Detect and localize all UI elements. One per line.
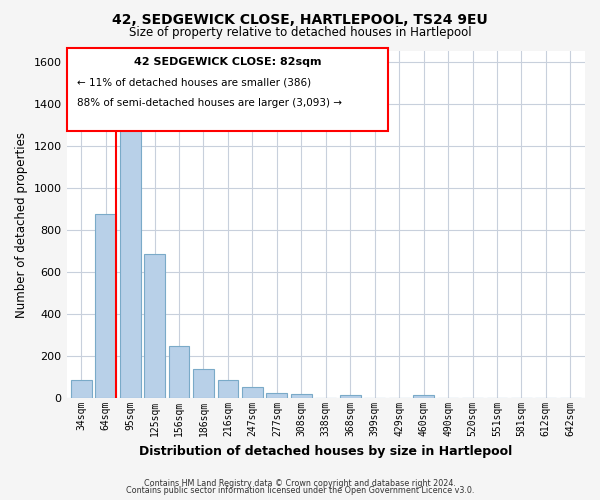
Bar (340, 395, 361, 398)
Y-axis label: Number of detached properties: Number of detached properties (15, 132, 28, 318)
Text: Size of property relative to detached houses in Hartlepool: Size of property relative to detached ho… (128, 26, 472, 39)
Bar (95, 214, 116, 398)
Text: 42 SEDGEWICK CLOSE: 82sqm: 42 SEDGEWICK CLOSE: 82sqm (134, 56, 321, 66)
Bar (71, 380, 92, 398)
Bar (169, 346, 190, 398)
Text: 42, SEDGEWICK CLOSE, HARTLEPOOL, TS24 9EU: 42, SEDGEWICK CLOSE, HARTLEPOOL, TS24 9E… (112, 12, 488, 26)
Text: Contains public sector information licensed under the Open Government Licence v3: Contains public sector information licen… (126, 486, 474, 495)
X-axis label: Distribution of detached houses by size in Hartlepool: Distribution of detached houses by size … (139, 444, 512, 458)
Bar (291, 394, 312, 398)
FancyBboxPatch shape (67, 48, 388, 131)
Bar (193, 368, 214, 398)
Bar (413, 395, 434, 398)
Bar (218, 380, 238, 398)
Text: ← 11% of detached houses are smaller (386): ← 11% of detached houses are smaller (38… (77, 78, 311, 88)
Bar (266, 393, 287, 398)
Text: Contains HM Land Registry data © Crown copyright and database right 2024.: Contains HM Land Registry data © Crown c… (144, 478, 456, 488)
Bar (144, 254, 165, 398)
Bar (120, 123, 140, 398)
Bar (242, 386, 263, 398)
Text: 88% of semi-detached houses are larger (3,093) →: 88% of semi-detached houses are larger (… (77, 98, 342, 108)
